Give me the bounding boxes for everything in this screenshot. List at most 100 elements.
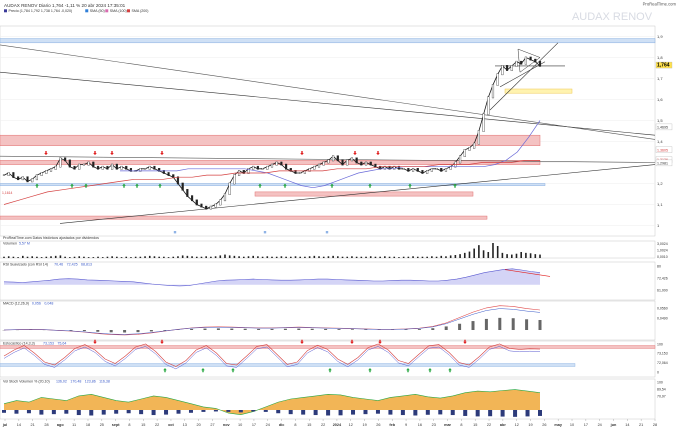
price-candle [223,193,227,202]
legend-item: SMA (50) [90,9,105,13]
price-candle [35,174,38,181]
price-candle [383,165,386,170]
panel-value: 5,57 M [19,242,30,246]
volume-bar [69,257,71,258]
vol-stoch-bar [538,410,542,416]
buy-arrow [283,183,287,188]
volume-bar [275,256,278,258]
volume-bar [454,255,457,258]
volume-bar [59,255,62,258]
price-tag: 1,4695 [657,125,668,129]
volume-bar [252,255,254,258]
volume-bar [210,256,212,258]
volume-bar [515,253,518,258]
panel-axis-label: 1,0024 [657,248,668,252]
panel-axis-label: 100 [657,342,663,346]
price-candle [125,165,128,170]
zone-support [0,183,546,186]
price-candle [294,170,297,174]
x-tick-label: 11 [72,423,76,427]
price-candle [73,165,76,170]
price-candle [87,161,90,166]
volume-bar [271,256,273,258]
volume-bar [280,256,283,258]
x-tick-label: 10 [570,423,574,427]
stoch-buy-arrow [328,368,332,373]
price-candle [17,176,20,181]
price-tag-bg [655,159,673,167]
volume-bar [374,256,377,258]
volume-bar [177,256,179,258]
price-tag: 1,764 [657,63,670,69]
price-candle [139,168,142,172]
brand-label: ProRealTime.com [643,2,677,7]
volume-bar [73,256,76,258]
macd-histogram-bar [310,328,314,330]
macd-histogram-bar [498,317,502,330]
volume-bar [50,256,52,258]
x-tick-label: 16 [418,423,422,427]
volume-bar [402,256,405,258]
price-candle [346,159,349,166]
event-marker [325,231,329,234]
panel-value: 0,056 [32,302,41,306]
x-tick-label: 13 [183,423,187,427]
y-tick-label: 1,2 [657,181,663,186]
volume-bar [261,256,264,258]
x-tick-label: 21 [31,423,35,427]
panel-axis-label: 89,54 [657,387,666,391]
legend-swatch [127,9,130,13]
price-candle [68,159,71,168]
macd-histogram-bar [109,330,113,333]
price-candle [82,163,86,166]
volume-bar [172,256,175,258]
price-candle [242,170,245,174]
vol-stoch-bar [413,410,418,416]
volume-bar [3,256,5,258]
volume-bar [365,256,367,258]
vol-stoch-bar [363,410,368,415]
price-candle [256,165,259,170]
trend-line [0,155,656,163]
price-candle [520,60,523,65]
panel-value: 123,86 [85,380,96,384]
y-tick-label: 1,5 [657,118,663,123]
stoch-buy-arrow [368,368,372,373]
macd-histogram-bar [257,328,261,330]
price-candle [350,157,354,162]
zone-support [0,38,656,44]
trend-line [0,71,656,136]
x-tick-label: 19 [362,423,366,427]
volume-bar [496,246,499,258]
price-candle [501,65,504,76]
volume-bar [139,256,142,258]
volume-bar [205,256,207,258]
price-candle [435,168,438,170]
price-candle [407,168,410,172]
vol-stoch-bar [89,410,94,416]
price-candle [275,161,278,166]
volume-bar [83,256,85,258]
x-tick-label: 26 [542,423,546,427]
price-candle [538,60,542,67]
x-tick-label: 17 [584,423,588,427]
price-candle [303,170,306,174]
y-tick-label: 1,7 [657,76,663,81]
vol-stoch-bar [151,410,156,416]
price-candle [12,172,15,178]
sell-arrow [44,150,48,156]
x-tick-label: ago [57,423,64,427]
rsi-area [4,268,540,286]
macd-panel [0,300,656,341]
target-zone [504,88,573,94]
x-tick-label: dic [279,423,285,427]
volume-bar [421,256,424,258]
vol-stoch-bar [76,410,81,416]
stoch-d-line [3,346,541,370]
price-candle [111,163,114,170]
price-candle [463,149,466,157]
panel-value: 73,153 [43,342,54,346]
rsi-divergence-line [504,269,551,277]
volume-bar [529,253,532,258]
volume-bar [195,256,198,258]
